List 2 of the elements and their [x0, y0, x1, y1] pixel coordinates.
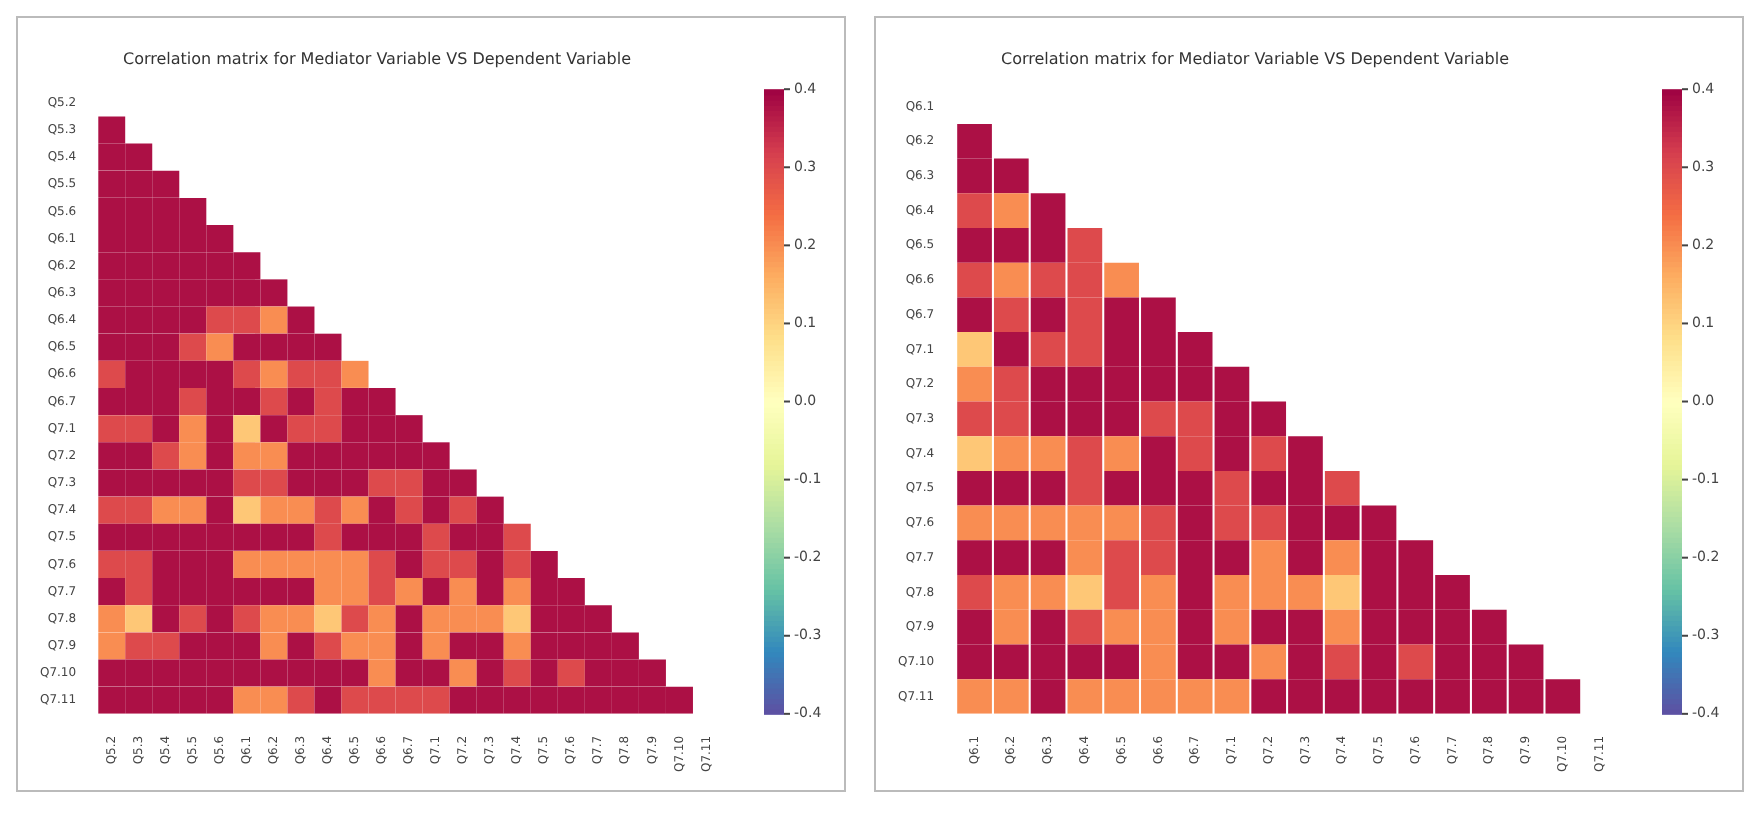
chart-title: Correlation matrix for Mediator Variable VS Dependent Variable — [122, 49, 632, 68]
chart-title: Correlation matrix for Mediator Variable VS Dependent Variable — [1000, 49, 1510, 68]
